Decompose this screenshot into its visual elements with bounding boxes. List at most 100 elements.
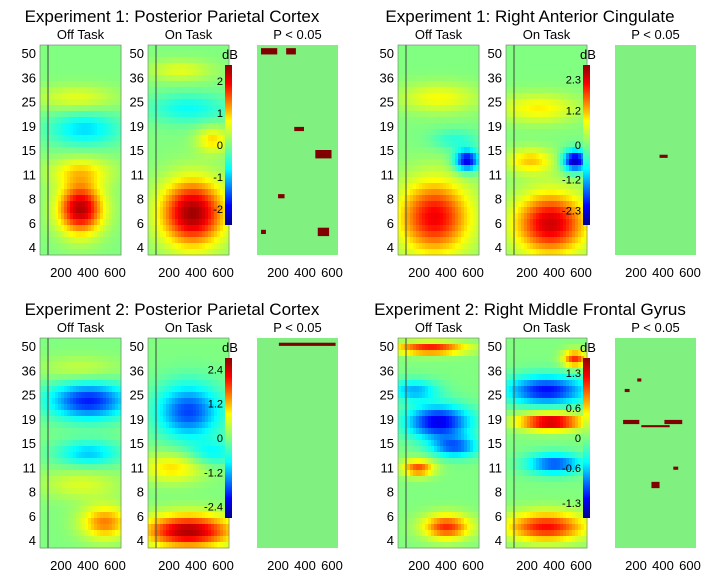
- heat-cell: [413, 189, 417, 196]
- heat-cell: [578, 99, 582, 106]
- heat-cell: [455, 117, 459, 124]
- heat-cell: [464, 153, 468, 160]
- heat-cell: [190, 81, 194, 88]
- heat-cell: [193, 219, 197, 226]
- heat-cell: [160, 81, 164, 88]
- heat-cell: [518, 81, 522, 88]
- heat-cell: [148, 213, 152, 220]
- heat-cell: [166, 243, 170, 250]
- heat-cell: [94, 386, 98, 393]
- heat-cell: [151, 129, 155, 136]
- heat-cell: [572, 141, 576, 148]
- heat-cell: [581, 195, 585, 202]
- heat-cell: [100, 45, 104, 52]
- heat-cell: [446, 231, 450, 238]
- heat-cell: [67, 183, 71, 190]
- heat-cell: [410, 117, 414, 124]
- heat-cell: [79, 225, 83, 232]
- heat-cell: [148, 219, 152, 226]
- heat-cell: [106, 231, 110, 238]
- heat-cell: [58, 368, 62, 375]
- heat-cell: [52, 141, 56, 148]
- heat-cell: [118, 171, 122, 178]
- heat-cell: [91, 464, 95, 471]
- heat-cell: [425, 207, 429, 214]
- heat-cell: [172, 189, 176, 196]
- heat-cell: [542, 81, 546, 88]
- heat-cell: [76, 87, 80, 94]
- heat-cell: [61, 500, 65, 507]
- heat-cell: [452, 123, 456, 130]
- heat-cell: [193, 135, 197, 142]
- heat-cell: [458, 165, 462, 172]
- heat-cell: [208, 81, 212, 88]
- heat-cell: [581, 123, 585, 130]
- heat-cell: [470, 75, 474, 82]
- heat-cell: [217, 183, 221, 190]
- heat-cell: [518, 129, 522, 136]
- heat-cell: [473, 135, 477, 142]
- heat-cell: [211, 231, 215, 238]
- heat-cell: [428, 183, 432, 190]
- heat-cell: [524, 189, 528, 196]
- heat-cell: [91, 536, 95, 543]
- heat-cell: [151, 243, 155, 250]
- heat-cell: [536, 87, 540, 94]
- heat-cell: [103, 165, 107, 172]
- heat-cell: [52, 111, 56, 118]
- heat-cell: [437, 183, 441, 190]
- heat-cell: [91, 111, 95, 118]
- heat-cell: [428, 171, 432, 178]
- heat-cell: [473, 231, 477, 238]
- heat-cell: [61, 45, 65, 52]
- heat-cell: [473, 93, 477, 100]
- heat-cell: [67, 440, 71, 447]
- x-tick-label: 400: [294, 265, 316, 280]
- x-tick-label: 400: [435, 265, 457, 280]
- heat-cell: [428, 195, 432, 202]
- heat-cell: [401, 171, 405, 178]
- heat-cell: [112, 57, 116, 64]
- heat-cell: [178, 117, 182, 124]
- heat-cell: [169, 129, 173, 136]
- heat-cell: [470, 63, 474, 70]
- y-tick-label: 25: [130, 95, 144, 110]
- heat-cell: [58, 51, 62, 58]
- y-tick-label: 19: [22, 119, 36, 134]
- heat-cell: [554, 129, 558, 136]
- heat-cell: [560, 75, 564, 82]
- heat-cell: [97, 392, 101, 399]
- heat-cell: [584, 45, 588, 52]
- heat-cell: [401, 147, 405, 154]
- heat-cell: [76, 153, 80, 160]
- heat-cell: [398, 171, 402, 178]
- heat-cell: [470, 111, 474, 118]
- heat-cell: [178, 159, 182, 166]
- heat-cell: [410, 213, 414, 220]
- heat-cell: [473, 75, 477, 82]
- heat-cell: [49, 243, 53, 250]
- heat-cell: [61, 422, 65, 429]
- heat-cell: [211, 249, 215, 256]
- heat-cell: [449, 243, 453, 250]
- heat-cell: [199, 195, 203, 202]
- heat-cell: [566, 153, 570, 160]
- heat-cell: [407, 141, 411, 148]
- heat-cell: [434, 123, 438, 130]
- heat-cell: [539, 219, 543, 226]
- heat-cell: [506, 57, 510, 64]
- heat-cell: [437, 93, 441, 100]
- heat-cell: [443, 153, 447, 160]
- heat-cell: [455, 93, 459, 100]
- heat-cell: [506, 69, 510, 76]
- heat-cell: [214, 350, 218, 357]
- heat-cell: [64, 159, 68, 166]
- heat-cell: [118, 153, 122, 160]
- heat-cell: [440, 129, 444, 136]
- heat-cell: [49, 207, 53, 214]
- heat-cell: [578, 147, 582, 154]
- heat-cell: [61, 249, 65, 256]
- heat-cell: [166, 57, 170, 64]
- heat-cell: [199, 201, 203, 208]
- heat-cell: [437, 129, 441, 136]
